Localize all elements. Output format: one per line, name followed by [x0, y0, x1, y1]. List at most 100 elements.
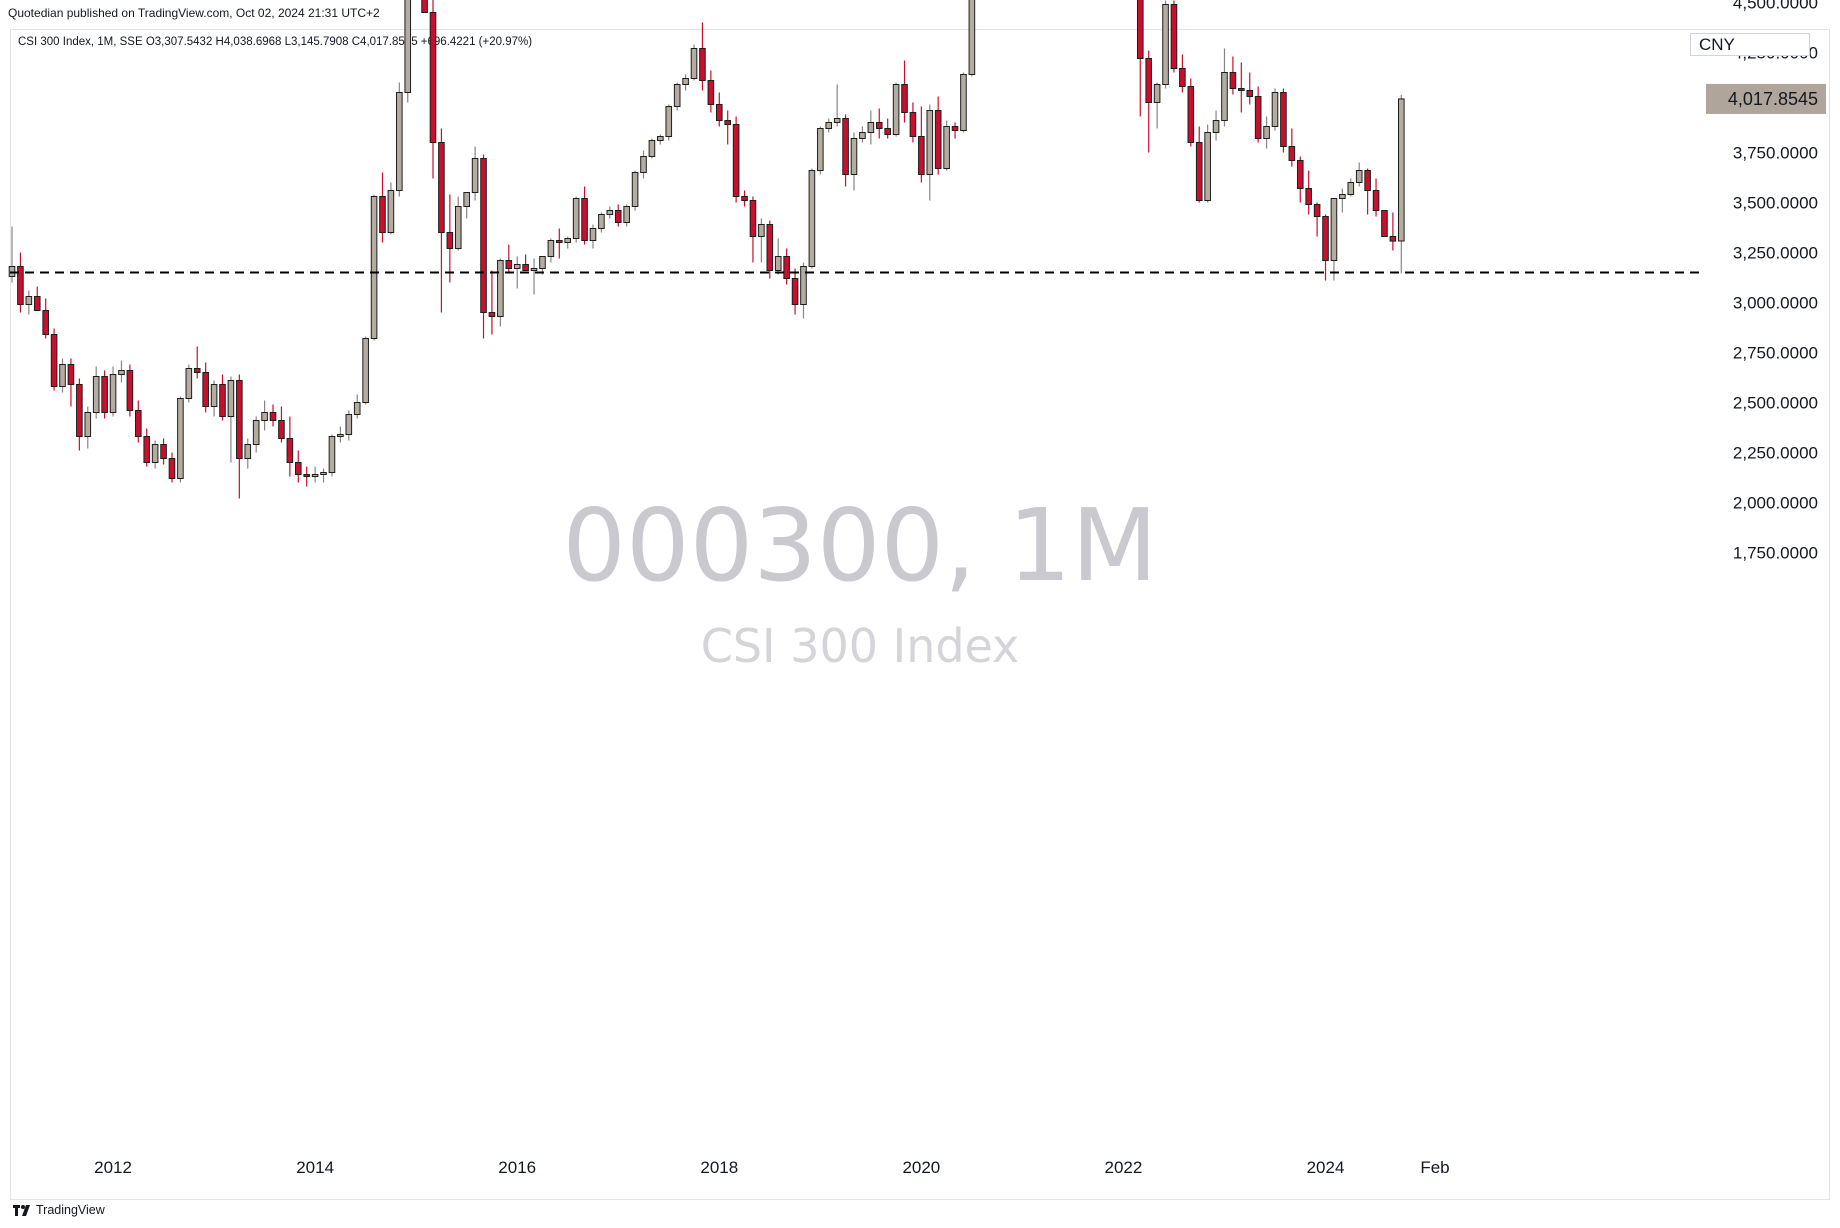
candle [67, 358, 75, 407]
candle-body [909, 112, 917, 137]
candle [808, 168, 816, 269]
candle-body [859, 132, 866, 139]
candle-body [1364, 170, 1371, 191]
candle [1204, 124, 1211, 203]
candle [875, 108, 883, 139]
candle [766, 220, 774, 279]
candle-body [968, 0, 976, 75]
candle-body [109, 374, 117, 413]
candle-body [926, 110, 934, 175]
candle-body [1246, 90, 1254, 97]
price-axis[interactable]: 1,750.0000 2,000.0000 2,250.0000 2,500.0000… [1733, 0, 1818, 563]
candle-body [1313, 204, 1321, 217]
candle [909, 102, 917, 143]
candle [741, 190, 748, 207]
time-axis[interactable]: 2012 2014 2016 2018 2020 2022 2024 Feb [94, 1158, 1450, 1177]
candle [783, 248, 790, 285]
candle [842, 114, 849, 187]
candle [968, 0, 976, 77]
candle [648, 138, 656, 159]
candle [370, 194, 378, 341]
candle-body [875, 122, 883, 129]
candle-body [471, 158, 479, 193]
candle [1254, 86, 1262, 143]
candle [623, 204, 630, 227]
y-tick-label: 4,500.0000 [1733, 0, 1818, 13]
candle [92, 366, 100, 419]
candle [362, 336, 369, 405]
candle-body [101, 376, 108, 413]
candle-body [631, 172, 639, 207]
candle-body [614, 210, 622, 223]
candle [1153, 82, 1161, 129]
candle-body [404, 0, 412, 93]
candle [1187, 78, 1195, 147]
candle [867, 110, 875, 145]
candle [84, 406, 92, 449]
candle [1347, 178, 1355, 197]
tradingview-logo[interactable]: TradingView [12, 1203, 105, 1217]
candle-body [1305, 188, 1312, 205]
candle [682, 74, 689, 91]
candle [1179, 54, 1186, 93]
y-tick-label: 3,250.0000 [1733, 244, 1818, 263]
candle [564, 236, 572, 249]
candle-body [92, 376, 100, 413]
candle-body [286, 438, 294, 463]
candle-body [1179, 68, 1186, 87]
candle-body [1347, 182, 1355, 195]
candle-body [665, 106, 673, 137]
candle-body [623, 206, 630, 223]
candle-body [690, 48, 698, 79]
candle [278, 406, 285, 443]
candle-body [1263, 126, 1270, 139]
x-tick-label: 2020 [902, 1158, 940, 1177]
candle [901, 60, 908, 123]
y-tick-label: 1,750.0000 [1733, 544, 1818, 563]
candle [960, 72, 967, 133]
candle [513, 256, 521, 289]
candle-body [842, 118, 849, 175]
candle-body [168, 458, 176, 479]
candle [1170, 0, 1178, 73]
candle-body [1136, 0, 1144, 59]
candle-body [1339, 194, 1346, 199]
candle [396, 82, 403, 197]
candle [387, 182, 395, 235]
candle-body [547, 240, 555, 257]
candle [76, 378, 83, 451]
candle-body [640, 156, 647, 173]
candle-body [143, 436, 151, 463]
candle-body [513, 264, 521, 269]
watermark: 000300, 1M CSI 300 Index [562, 487, 1157, 673]
candle-body [421, 0, 428, 13]
candle [1372, 178, 1380, 217]
y-tick-label: 2,000.0000 [1733, 494, 1818, 513]
candle [202, 362, 209, 413]
candle [269, 404, 277, 427]
candle-body [951, 126, 959, 131]
candle [8, 226, 16, 283]
candle [556, 228, 563, 259]
candle-body [25, 296, 33, 305]
candle [724, 110, 732, 145]
candle [227, 376, 235, 463]
candle [143, 428, 151, 467]
candle-body [1288, 146, 1296, 161]
candle [1305, 170, 1312, 215]
candle [50, 328, 58, 391]
candle-body [505, 260, 513, 269]
candle-body [800, 266, 807, 305]
candle-body [657, 136, 664, 141]
candle-body [564, 238, 572, 243]
x-tick-label: 2014 [296, 1158, 334, 1177]
candle-body [362, 338, 369, 403]
candle-body [480, 158, 487, 313]
candle [707, 70, 715, 113]
candle-body [682, 78, 689, 85]
currency-selector[interactable]: CNY [1690, 33, 1810, 56]
candle [438, 128, 445, 313]
candle [1145, 50, 1153, 153]
candle [345, 410, 353, 441]
candle [328, 434, 336, 477]
